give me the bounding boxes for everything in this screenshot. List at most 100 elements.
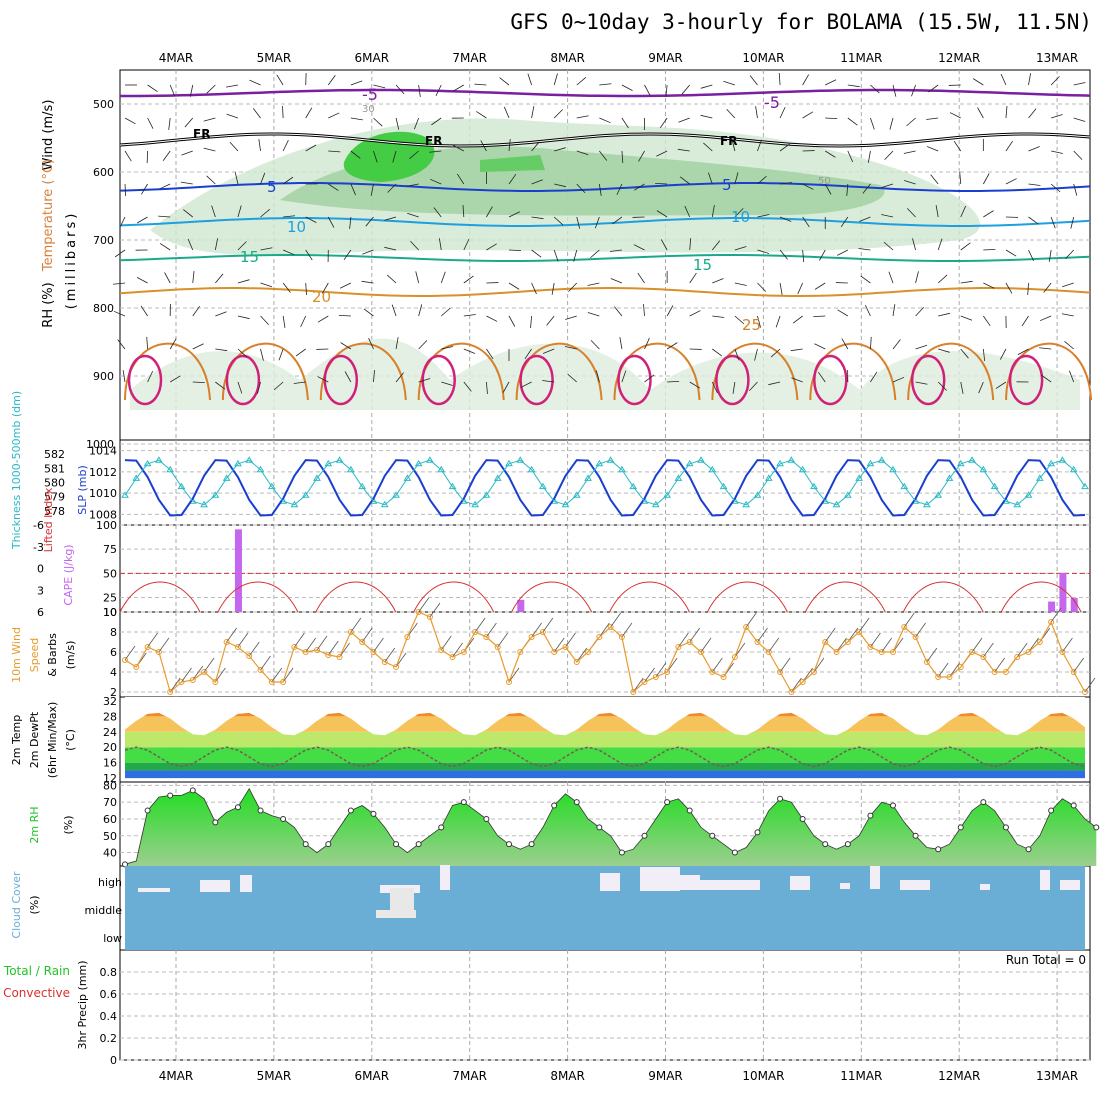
wind-speed-point [167, 689, 174, 695]
wind-barb [362, 249, 374, 255]
panel-frame-thick [119, 439, 1091, 526]
wind-speed-point [799, 679, 806, 685]
wind-barb [937, 274, 948, 284]
cape-bar [517, 599, 525, 612]
thickness-marker [674, 474, 683, 481]
wind-barb [732, 381, 736, 394]
thickness-marker [1069, 465, 1078, 473]
wind-barb-10m [452, 642, 463, 658]
wind-speed-point [506, 679, 512, 685]
wind-barb [983, 210, 994, 218]
wind-barb [159, 183, 171, 190]
wind-barb [226, 113, 239, 119]
cloud-high-block [900, 880, 930, 890]
wind-barb [1051, 114, 1063, 119]
precip-label-b: Convective [3, 986, 70, 1000]
wind10-label-c: & Barbs [46, 633, 59, 677]
precip-tick-label: 0.6 [100, 988, 118, 1001]
temp-tick-label: 20 [103, 741, 117, 754]
pressure-tick-label: 900 [93, 370, 114, 383]
wind-barb [972, 78, 984, 86]
wind-speed-point [788, 689, 795, 695]
rh-point [686, 807, 693, 814]
wind-barb [711, 205, 715, 218]
run-total-label: Run Total = 0 [1006, 953, 1086, 967]
date-label-bottom: 13MAR [1036, 1069, 1078, 1083]
wind-barb [959, 172, 962, 185]
wind-barb [587, 312, 600, 317]
wind-barb [551, 282, 555, 295]
rh2-unit-label: (%) [62, 815, 75, 834]
wind-speed-point [957, 664, 964, 670]
wind-barb [1005, 282, 1013, 294]
wind-barb-10m [316, 635, 328, 651]
wind-barb [858, 248, 871, 251]
wind-barb [293, 381, 306, 384]
wind-barb [576, 183, 586, 194]
wind-barb-10m [497, 632, 509, 648]
wind-barb [1064, 340, 1074, 350]
wind-barb [283, 215, 296, 218]
wind-barb [305, 216, 317, 223]
date-label-bottom: 12MAR [938, 1069, 980, 1083]
wind-barb [915, 306, 925, 317]
thickness-marker [301, 491, 310, 498]
wind-barb [553, 109, 563, 119]
wind-barb [350, 183, 356, 196]
cloud-low-label: low [103, 932, 122, 945]
wind-speed-point [1070, 669, 1077, 675]
wind-barb [192, 381, 205, 384]
wind-speed-point [528, 634, 535, 640]
thickness-tick-label: 580 [44, 477, 65, 490]
cape-bar [1070, 598, 1078, 612]
wind-barb-10m [745, 612, 757, 628]
wind-barb [124, 183, 127, 197]
wind-barb [203, 147, 216, 152]
rh-point [257, 807, 264, 814]
wind-barb [599, 83, 612, 86]
wind-barb [790, 348, 803, 352]
rh-point [754, 829, 761, 836]
wind10-label-b: Speed [28, 638, 41, 672]
wind-speed-point [517, 649, 524, 655]
wind-barb [278, 348, 284, 361]
thickness-label: Thickness 1000-500mb (dm) [10, 391, 23, 550]
thickness-marker [629, 482, 638, 490]
wind-speed-point [777, 669, 784, 675]
thickness-marker [358, 482, 367, 490]
wind-barb [395, 84, 405, 95]
wind-barb [486, 206, 493, 218]
wind-barb [187, 238, 194, 251]
wind-speed-point [359, 639, 366, 645]
li-tick-label: 0 [37, 563, 44, 576]
wind-barb [824, 183, 832, 195]
wind-speed-point [912, 634, 919, 640]
wind-speed-point [698, 649, 704, 655]
wind-barb [340, 342, 352, 350]
wind-barb [609, 249, 622, 252]
rh-tick-label: 50 [103, 830, 117, 843]
label-p10-a: 10 [287, 218, 306, 236]
wind-barb [1021, 315, 1029, 327]
thickness-marker [979, 465, 988, 473]
wind-barb [531, 282, 537, 295]
wind-barb [883, 241, 894, 251]
wind-barb [949, 112, 961, 119]
thickness-marker [1058, 456, 1067, 463]
cloud-high-block [680, 875, 700, 890]
wind-barb [183, 209, 194, 218]
wind-speed-point [460, 649, 467, 655]
wind-barb [1028, 73, 1032, 86]
wind-barb [712, 315, 725, 318]
wind-barb [206, 175, 216, 185]
wind-barb [119, 216, 126, 228]
thickness-marker [855, 474, 864, 481]
wind-barb [1028, 108, 1037, 119]
wind-barb-10m [915, 622, 926, 638]
temp-tick-label: 12 [103, 772, 117, 785]
wind-barb [903, 180, 916, 185]
wind-barb-10m [1016, 642, 1028, 658]
wind-barb-10m [271, 667, 283, 683]
wind-barb [666, 342, 678, 350]
wind-barb [546, 315, 555, 326]
